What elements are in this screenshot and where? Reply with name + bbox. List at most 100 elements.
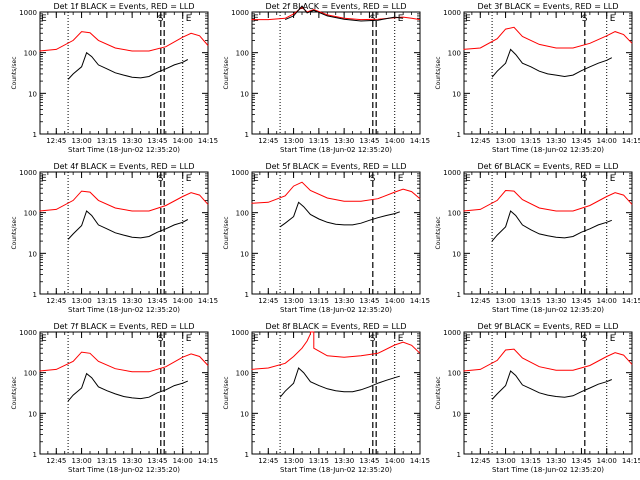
y-tick-label: 10 xyxy=(452,90,461,98)
y-axis-label: Counts/sec xyxy=(435,216,442,249)
marker-e-left: E xyxy=(253,14,259,24)
y-tick-label: 1 xyxy=(33,451,37,459)
y-tick-label: 10 xyxy=(240,250,249,258)
marker-e-left: E xyxy=(465,14,471,24)
y-axis-label: Counts/sec xyxy=(11,56,18,89)
marker-e-right: E xyxy=(398,174,404,184)
y-tick-label: 1 xyxy=(245,451,249,459)
panel-title: Det 4f BLACK = Events, RED = LLD xyxy=(53,162,194,171)
x-tick-label: 13:45 xyxy=(147,457,167,465)
marker-s: S xyxy=(370,174,376,184)
x-axis-label: Start Time (18-Jun-02 12:35:20) xyxy=(280,466,392,474)
x-tick-label: 12:45 xyxy=(46,457,66,465)
x-tick-label: 13:45 xyxy=(571,297,591,305)
x-tick-label: 14:15 xyxy=(410,137,430,145)
y-tick-label: 100 xyxy=(24,50,37,58)
detector-panel-3: Det 3f BLACK = Events, RED = LLD 1 10 100 10… xyxy=(435,2,640,154)
x-tick-label: 13:15 xyxy=(309,137,329,145)
x-tick-label: 13:30 xyxy=(122,297,142,305)
x-tick-label: 14:15 xyxy=(410,457,430,465)
detector-panel-7: Det 7f BLACK = Events, RED = LLD 1 10 100 10… xyxy=(11,322,218,474)
lld-series-line xyxy=(463,189,633,212)
y-tick-label: 100 xyxy=(448,370,461,378)
x-tick-label: 13:30 xyxy=(122,457,142,465)
x-tick-label: 13:45 xyxy=(571,137,591,145)
marker-e-right: E xyxy=(186,174,192,184)
x-tick-label: 13:30 xyxy=(546,457,566,465)
x-tick-label: 13:15 xyxy=(97,137,117,145)
lld-series-line xyxy=(251,331,421,370)
panel-title: Det 6f BLACK = Events, RED = LLD xyxy=(477,162,618,171)
marker-e-right: E xyxy=(610,14,616,24)
detector-panel-5: Det 5f BLACK = Events, RED = LLD 1 10 100 10… xyxy=(223,162,430,314)
x-tick-label: 13:00 xyxy=(283,297,303,305)
y-tick-label: 10 xyxy=(240,410,249,418)
x-tick-label: 13:00 xyxy=(283,137,303,145)
y-tick-label: 100 xyxy=(24,210,37,218)
y-axis-label: Counts/sec xyxy=(435,376,442,409)
panel-title: Det 8f BLACK = Events, RED = LLD xyxy=(265,322,406,331)
panel-title: Det 1f BLACK = Events, RED = LLD xyxy=(53,2,194,11)
y-axis-label: Counts/sec xyxy=(11,216,18,249)
x-tick-label: 14:15 xyxy=(622,297,640,305)
y-tick-label: 100 xyxy=(236,50,249,58)
y-tick-label: 1000 xyxy=(443,169,461,177)
lld-series-line xyxy=(463,348,633,372)
y-tick-label: 1000 xyxy=(231,169,249,177)
x-tick-label: 13:30 xyxy=(334,297,354,305)
x-tick-label: 13:00 xyxy=(495,457,515,465)
x-axis-label: Start Time (18-Jun-02 12:35:20) xyxy=(68,306,180,314)
y-tick-label: 1000 xyxy=(443,9,461,17)
y-tick-label: 1000 xyxy=(19,169,37,177)
x-tick-label: 13:00 xyxy=(71,137,91,145)
events-series-line xyxy=(491,210,612,242)
x-tick-label: 13:30 xyxy=(546,137,566,145)
marker-s: S xyxy=(582,174,588,184)
marker-e-left: E xyxy=(465,174,471,184)
marker-s: S xyxy=(158,334,164,344)
detector-panel-9: Det 9f BLACK = Events, RED = LLD 1 10 100 10… xyxy=(435,322,640,474)
y-tick-label: 1 xyxy=(33,291,37,299)
detector-panel-2: Det 2f BLACK = Events, RED = LLD 1 10 100 10… xyxy=(223,2,430,154)
y-tick-label: 100 xyxy=(24,370,37,378)
x-tick-label: 13:30 xyxy=(334,457,354,465)
detector-panel-8: Det 8f BLACK = Events, RED = LLD 1 10 100 10… xyxy=(223,322,430,474)
x-tick-label: 13:45 xyxy=(359,297,379,305)
x-tick-label: 13:15 xyxy=(309,297,329,305)
detector-panel-1: Det 1f BLACK = Events, RED = LLD 1 10 100 10… xyxy=(11,2,218,154)
lld-series-line xyxy=(463,26,633,50)
x-tick-label: 12:45 xyxy=(470,297,490,305)
x-tick-label: 14:00 xyxy=(597,297,617,305)
events-series-line xyxy=(491,370,612,400)
x-tick-label: 14:15 xyxy=(622,457,640,465)
x-tick-label: 13:45 xyxy=(571,457,591,465)
marker-e-right: E xyxy=(398,334,404,344)
events-series-line xyxy=(67,51,189,80)
x-tick-label: 13:15 xyxy=(309,457,329,465)
x-tick-label: 14:00 xyxy=(385,137,405,145)
x-tick-label: 13:30 xyxy=(334,137,354,145)
x-tick-label: 13:45 xyxy=(359,137,379,145)
detector-panel-6: Det 6f BLACK = Events, RED = LLD 1 10 100 10… xyxy=(435,162,640,314)
y-tick-label: 10 xyxy=(28,410,37,418)
y-tick-label: 1 xyxy=(457,131,461,139)
events-series-line xyxy=(67,210,189,240)
x-tick-label: 14:00 xyxy=(173,457,193,465)
y-tick-label: 100 xyxy=(236,210,249,218)
y-tick-label: 100 xyxy=(448,210,461,218)
marker-e-left: E xyxy=(41,174,47,184)
x-tick-label: 14:00 xyxy=(173,297,193,305)
lld-series-line xyxy=(39,190,209,212)
x-axis-label: Start Time (18-Jun-02 12:35:20) xyxy=(280,146,392,154)
y-tick-label: 10 xyxy=(28,90,37,98)
y-tick-label: 1000 xyxy=(19,9,37,17)
y-axis-label: Counts/sec xyxy=(223,376,230,409)
panel-title: Det 3f BLACK = Events, RED = LLD xyxy=(477,2,618,11)
x-tick-label: 13:45 xyxy=(147,297,167,305)
marker-s: S xyxy=(158,174,164,184)
events-series-line xyxy=(279,201,400,228)
y-axis-label: Counts/sec xyxy=(435,56,442,89)
marker-e-right: E xyxy=(186,14,192,24)
y-tick-label: 10 xyxy=(28,250,37,258)
x-axis-label: Start Time (18-Jun-02 12:35:20) xyxy=(68,466,180,474)
